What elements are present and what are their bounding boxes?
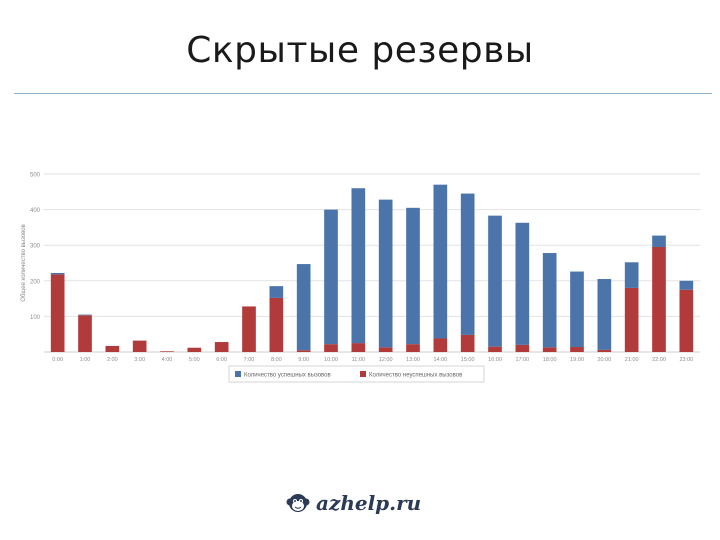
- logo-text: azhelp.ru: [316, 491, 422, 515]
- bar-unsuccessful-5: [187, 347, 202, 352]
- bar-unsuccessful-17: [515, 344, 530, 352]
- bar-unsuccessful-19: [570, 347, 584, 352]
- bar-unsuccessful-14: [433, 338, 448, 352]
- bar-successful-16: [488, 215, 502, 347]
- title-divider: [14, 93, 712, 94]
- bar-unsuccessful-21: [624, 287, 639, 352]
- bar-unsuccessful-2: [105, 345, 120, 352]
- x-tick-label: 9:00: [298, 357, 309, 363]
- bar-unsuccessful-16: [488, 346, 502, 352]
- bar-successful-21: [624, 262, 639, 288]
- y-tick-label: 100: [30, 315, 41, 321]
- site-logo[interactable]: azhelp.ru: [286, 488, 421, 518]
- legend-label-successful: Количество успешных вызовов: [244, 373, 331, 379]
- bar-unsuccessful-13: [406, 344, 420, 352]
- bar-unsuccessful-4: [160, 351, 174, 352]
- x-tick-label: 14:00: [433, 357, 447, 363]
- legend-label-unsuccessful: Количество неуспешных вызовов: [369, 373, 462, 379]
- bar-unsuccessful-23: [679, 289, 694, 352]
- bar-successful-20: [597, 279, 612, 350]
- bar-unsuccessful-0: [50, 274, 65, 352]
- bar-unsuccessful-7: [242, 306, 256, 352]
- bar-unsuccessful-8: [269, 297, 284, 352]
- slide-title: Скрытые резервы: [186, 30, 534, 71]
- bar-unsuccessful-3: [132, 340, 147, 352]
- x-tick-label: 13:00: [406, 357, 420, 363]
- x-tick-label: 8:00: [271, 357, 282, 363]
- bar-unsuccessful-11: [351, 343, 366, 352]
- bar-successful-17: [515, 222, 530, 345]
- bar-unsuccessful-12: [378, 347, 393, 352]
- x-tick-label: 0:00: [52, 357, 63, 363]
- bar-successful-8: [269, 286, 284, 298]
- bar-successful-14: [433, 184, 448, 339]
- calls-by-hour-chart: 100 200 300 400 500 Общее количество вызовов 0…: [14, 160, 714, 392]
- bar-unsuccessful-20: [597, 349, 612, 352]
- bar-unsuccessful-9: [296, 350, 311, 352]
- x-tick-label: 16:00: [488, 357, 502, 363]
- x-tick-label: 4:00: [162, 357, 173, 363]
- bar-successful-9: [296, 264, 311, 351]
- bar-successful-1: [78, 314, 92, 316]
- monkey-face-icon: [286, 494, 310, 512]
- bar-successful-0: [50, 272, 65, 275]
- x-tick-label: 1:00: [80, 357, 91, 363]
- x-tick-label: 11:00: [352, 357, 365, 363]
- x-tick-label: 23:00: [679, 357, 693, 363]
- bar-unsuccessful-15: [460, 334, 475, 352]
- y-tick-label: 300: [30, 244, 41, 250]
- bar-successful-18: [542, 253, 557, 348]
- bar-unsuccessful-6: [214, 342, 229, 352]
- y-axis-title: Общее количество вызовов: [21, 224, 27, 302]
- bar-successful-11: [351, 188, 366, 344]
- x-tick-label: 10:00: [324, 357, 338, 363]
- x-tick-label: 18:00: [543, 357, 557, 363]
- y-tick-label: 500: [30, 173, 41, 179]
- x-tick-label: 5:00: [189, 357, 200, 363]
- bar-unsuccessful-10: [324, 344, 338, 352]
- x-tick-label: 17:00: [515, 357, 529, 363]
- bar-successful-12: [378, 199, 393, 348]
- x-tick-label: 2:00: [107, 357, 118, 363]
- bar-unsuccessful-18: [542, 347, 557, 352]
- x-tick-label: 3:00: [134, 357, 145, 363]
- bar-successful-23: [679, 280, 694, 290]
- bar-successful-22: [652, 235, 666, 247]
- x-tick-label: 15:00: [461, 357, 475, 363]
- x-tick-label: 22:00: [652, 357, 666, 363]
- x-tick-label: 20:00: [597, 357, 611, 363]
- y-tick-label: 200: [30, 279, 41, 285]
- x-tick-label: 12:00: [379, 357, 393, 363]
- chart-svg: 100 200 300 400 500 Общее количество вызовов 0…: [21, 173, 700, 383]
- legend-box: [228, 365, 485, 383]
- bar-successful-13: [406, 207, 420, 345]
- bar-successful-10: [324, 209, 338, 345]
- y-tick-label: 400: [30, 208, 41, 214]
- legend-swatch-successful: [235, 371, 241, 377]
- x-tick-label: 7:00: [244, 357, 255, 363]
- bar-successful-19: [570, 271, 584, 348]
- x-tick-label: 21:00: [625, 357, 639, 363]
- x-tick-label: 19:00: [570, 357, 584, 363]
- bar-unsuccessful-22: [652, 246, 666, 352]
- bar-successful-15: [460, 193, 475, 335]
- legend-swatch-unsuccessful: [360, 371, 366, 377]
- x-tick-label: 6:00: [216, 357, 227, 363]
- bar-unsuccessful-1: [78, 315, 92, 352]
